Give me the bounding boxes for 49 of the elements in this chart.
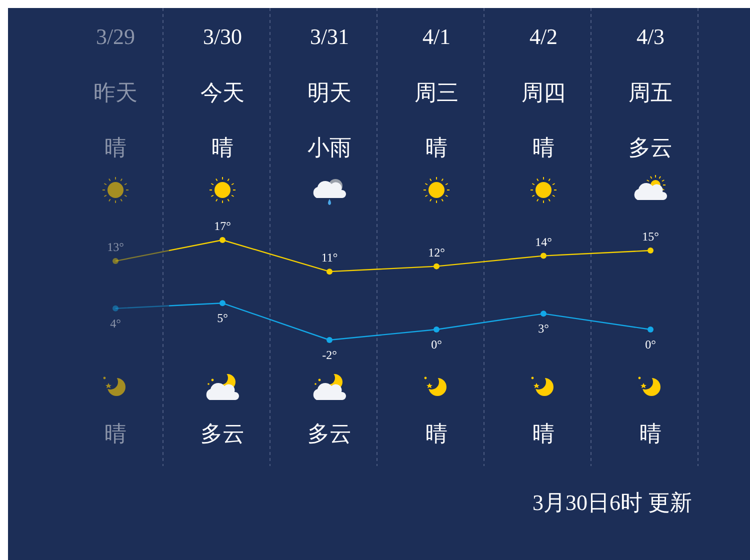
text: 明天: [308, 80, 352, 105]
text: 周四: [522, 80, 566, 105]
data-label: -2°: [322, 348, 338, 362]
text: 晴: [426, 135, 448, 160]
point: [220, 300, 226, 306]
text: 今天: [200, 80, 244, 105]
text: 晴: [640, 421, 662, 446]
x-tick-label: 3/31: [310, 24, 350, 49]
text: 晴: [532, 421, 554, 446]
point: [326, 337, 332, 343]
data-label: 3°: [538, 322, 550, 336]
data-label: 12°: [428, 245, 446, 260]
text: 晴: [532, 135, 554, 160]
x-tick-label: 3/29: [96, 24, 136, 49]
point: [112, 305, 118, 312]
data-label: 17°: [214, 219, 232, 233]
data-label: 14°: [535, 234, 552, 249]
data-label: 0°: [431, 337, 442, 352]
text: 晴: [426, 421, 448, 446]
data-label: 4°: [110, 316, 122, 330]
data-label: 11°: [321, 250, 338, 265]
point: [648, 326, 654, 332]
point: [648, 248, 654, 254]
text: 晴: [212, 135, 234, 160]
point: [220, 237, 226, 243]
data-label: 15°: [642, 230, 660, 244]
x-tick-label: 4/1: [422, 24, 451, 49]
text: 周三: [414, 80, 458, 105]
point: [434, 263, 440, 270]
text: 周五: [628, 80, 672, 105]
x-tick-label: 3/30: [202, 24, 242, 49]
text: 晴: [104, 421, 126, 446]
data-label: 5°: [217, 311, 228, 326]
text: 小雨: [308, 135, 352, 160]
text: 3月30日6时 更新: [532, 490, 692, 515]
text: 昨天: [94, 80, 138, 105]
text: 多云: [308, 421, 352, 446]
data-label: 13°: [107, 240, 124, 254]
point: [326, 268, 332, 275]
point: [434, 326, 440, 332]
point: [540, 252, 546, 259]
point: [112, 258, 118, 264]
text: 多云: [628, 135, 672, 160]
x-tick-label: 4/3: [636, 24, 665, 49]
text: 晴: [104, 135, 126, 160]
point: [540, 310, 546, 317]
x-tick-label: 4/2: [529, 24, 558, 49]
text: 多云: [200, 421, 244, 446]
data-label: 0°: [645, 337, 656, 352]
